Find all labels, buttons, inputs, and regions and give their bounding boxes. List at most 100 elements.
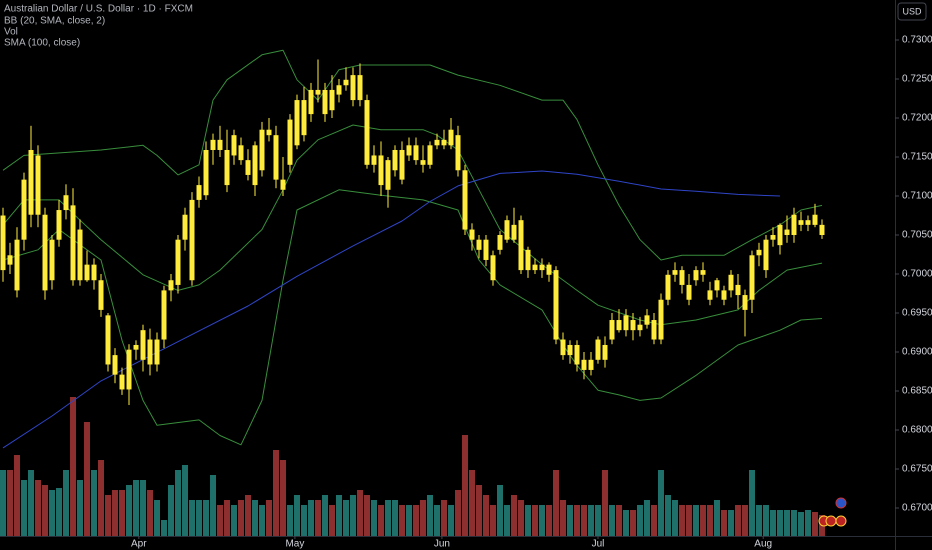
candle-body: [756, 249, 762, 256]
candle-body: [700, 270, 706, 275]
candle-body: [28, 149, 34, 215]
volume-bar: [755, 505, 762, 536]
volume-bar: [434, 505, 441, 536]
volume-bar: [545, 505, 552, 536]
legend-bb: BB (20, SMA, close, 2): [4, 16, 105, 27]
volume-bar: [357, 490, 364, 536]
volume-bar: [811, 512, 818, 536]
candle-body: [504, 220, 510, 240]
volume-bar: [804, 510, 811, 536]
x-tick-label: Apr: [131, 539, 147, 550]
symbol-title: Australian Dollar / U.S. Dollar · 1D · F…: [4, 4, 193, 15]
candle-body: [644, 315, 650, 325]
candle-body: [413, 145, 419, 161]
bollinger-band: [2, 124, 823, 326]
candle-body: [637, 324, 643, 331]
candle-body: [483, 239, 489, 260]
candle-body: [623, 315, 629, 331]
candle-body: [427, 145, 433, 165]
volume-bar: [622, 510, 629, 536]
currency-label[interactable]: USD: [902, 6, 922, 16]
candle-body: [105, 315, 111, 365]
volume-bar: [133, 480, 140, 536]
candle-body: [553, 270, 559, 340]
volume-bar: [63, 470, 70, 536]
candle-body: [280, 179, 286, 190]
event-icon[interactable]: [835, 497, 847, 509]
candle-body: [469, 229, 475, 240]
candle-body: [392, 149, 398, 171]
volume-bar: [392, 500, 399, 536]
candle-body: [259, 129, 265, 171]
candle-body: [630, 320, 636, 331]
volume-bar: [175, 470, 182, 536]
volume-bar: [720, 510, 727, 536]
volume-bar: [105, 495, 112, 536]
candle-body: [693, 270, 699, 281]
volume-bar: [664, 495, 671, 536]
x-tick-label: May: [285, 539, 304, 550]
candle-body: [798, 220, 804, 225]
candle-body: [329, 89, 335, 111]
candle-body: [805, 220, 811, 225]
candle-body: [161, 290, 167, 340]
candle-body: [343, 79, 349, 86]
candle-body: [588, 359, 594, 370]
candle-body: [378, 155, 384, 186]
candle-body: [714, 280, 720, 291]
candle-body: [532, 264, 538, 271]
volume-bar: [615, 505, 622, 536]
volume-bar: [0, 470, 7, 536]
volume-bar: [713, 500, 720, 536]
event-icons: [818, 497, 847, 527]
candle-body: [49, 239, 55, 281]
volume-bar: [587, 505, 594, 536]
candle-body: [336, 85, 342, 95]
volume-bar: [797, 512, 804, 536]
candle-body: [217, 139, 223, 150]
volume-bar: [315, 500, 322, 536]
volume-bar: [399, 505, 406, 536]
volume-bar: [287, 505, 294, 536]
candle-body: [497, 235, 503, 250]
event-icon[interactable]: [835, 515, 847, 527]
volume-bar: [35, 480, 42, 536]
volume-bar: [364, 495, 371, 536]
volume-bar: [154, 500, 161, 536]
volume-bar: [322, 495, 329, 536]
volume-bar: [482, 495, 489, 536]
volume-bar: [14, 455, 21, 536]
candle-body: [462, 170, 468, 230]
volume-bar: [168, 485, 175, 536]
volume-bar: [699, 505, 706, 536]
candle-body: [560, 339, 566, 356]
candle-body: [812, 214, 818, 225]
volume-bar: [245, 495, 252, 536]
candle-body: [273, 135, 279, 180]
volume-bar: [685, 505, 692, 536]
candle-body: [567, 344, 573, 356]
candle-body: [77, 229, 83, 281]
volume-bar: [70, 397, 77, 536]
candle-body: [245, 160, 251, 175]
volume-bar: [427, 495, 434, 536]
volume-bar: [573, 505, 580, 536]
volume-bar: [294, 495, 301, 536]
event-icon[interactable]: [825, 515, 837, 527]
volume-bar: [559, 500, 566, 536]
candle-body: [35, 155, 41, 215]
volume-bar: [790, 510, 797, 536]
volume-bar: [776, 510, 783, 536]
volume-bar: [301, 505, 308, 536]
volume-bar: [650, 505, 657, 536]
currency-box[interactable]: [897, 2, 927, 21]
candle-body: [406, 145, 412, 156]
candle-body: [546, 264, 552, 275]
candle-body: [455, 135, 461, 171]
legend-sma: SMA (100, close): [4, 38, 80, 49]
candle-body: [749, 255, 755, 300]
volume-bar: [489, 505, 496, 536]
